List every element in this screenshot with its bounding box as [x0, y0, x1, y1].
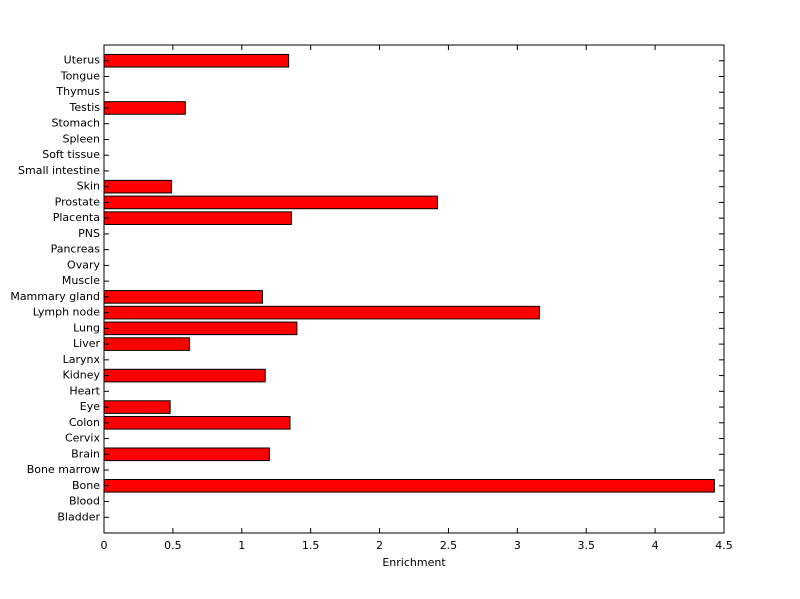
y-tick-label: Larynx: [63, 353, 101, 366]
y-tick-label: Bone: [72, 479, 100, 492]
y-tick-label: Ovary: [67, 258, 100, 271]
bar: [103, 53, 290, 68]
y-tick-label: Heart: [69, 384, 100, 397]
x-tick-label: 2: [376, 539, 383, 552]
y-tick-label: Spleen: [62, 132, 100, 145]
bar: [103, 416, 291, 430]
y-tick-label: Cervix: [65, 432, 101, 445]
y-tick-label: Skin: [77, 180, 100, 193]
y-tick-label: Lymph node: [33, 306, 100, 319]
y-tick-label: Eye: [80, 400, 100, 413]
y-tick-label: Bone marrow: [27, 463, 100, 476]
y-tick-label: Tongue: [60, 69, 101, 82]
bar: [103, 305, 540, 320]
y-tick-label: Prostate: [55, 195, 101, 208]
y-tick-label: Blood: [69, 495, 100, 508]
bar: [103, 101, 186, 115]
bar: [103, 400, 171, 414]
x-tick-label: 1: [238, 539, 245, 552]
y-tick-label: Muscle: [62, 274, 100, 287]
y-tick-label: PNS: [78, 227, 100, 240]
bar: [103, 478, 715, 493]
y-tick-label: Mammary gland: [10, 290, 100, 303]
x-axis-label: Enrichment: [382, 556, 446, 569]
x-tick-label: 1.5: [302, 539, 320, 552]
bar: [103, 211, 292, 225]
y-tick-label: Testis: [69, 101, 101, 114]
y-tick-label: Placenta: [53, 211, 100, 224]
bar: [103, 321, 298, 336]
y-tick-label: Kidney: [62, 369, 100, 382]
y-tick-label: Colon: [69, 416, 100, 429]
y-tick-label: Small intestine: [18, 164, 100, 177]
y-tick-label: Liver: [73, 337, 100, 350]
y-tick-label: Thymus: [55, 85, 100, 98]
axes-box: [103, 44, 725, 534]
y-tick-label: Lung: [73, 321, 100, 334]
x-tick-label: 0: [101, 539, 108, 552]
bar: [103, 179, 173, 194]
bar: [103, 368, 266, 383]
y-tick-label: Bladder: [57, 510, 100, 523]
x-tick-label: 3: [514, 539, 521, 552]
x-tick-label: 4: [652, 539, 659, 552]
bar: [103, 195, 438, 210]
bar: [103, 290, 263, 304]
x-tick-label: 4.5: [715, 539, 733, 552]
x-tick-label: 3.5: [577, 539, 595, 552]
x-tick-label: 2.5: [440, 539, 458, 552]
bar: [103, 447, 270, 462]
x-tick-label: 0.5: [164, 539, 182, 552]
y-tick-label: Brain: [71, 447, 100, 460]
y-tick-label: Soft tissue: [42, 148, 100, 161]
y-tick-label: Pancreas: [51, 243, 101, 256]
y-tick-label: Stomach: [51, 117, 100, 130]
y-tick-label: Uterus: [64, 54, 101, 67]
bar: [103, 337, 190, 351]
